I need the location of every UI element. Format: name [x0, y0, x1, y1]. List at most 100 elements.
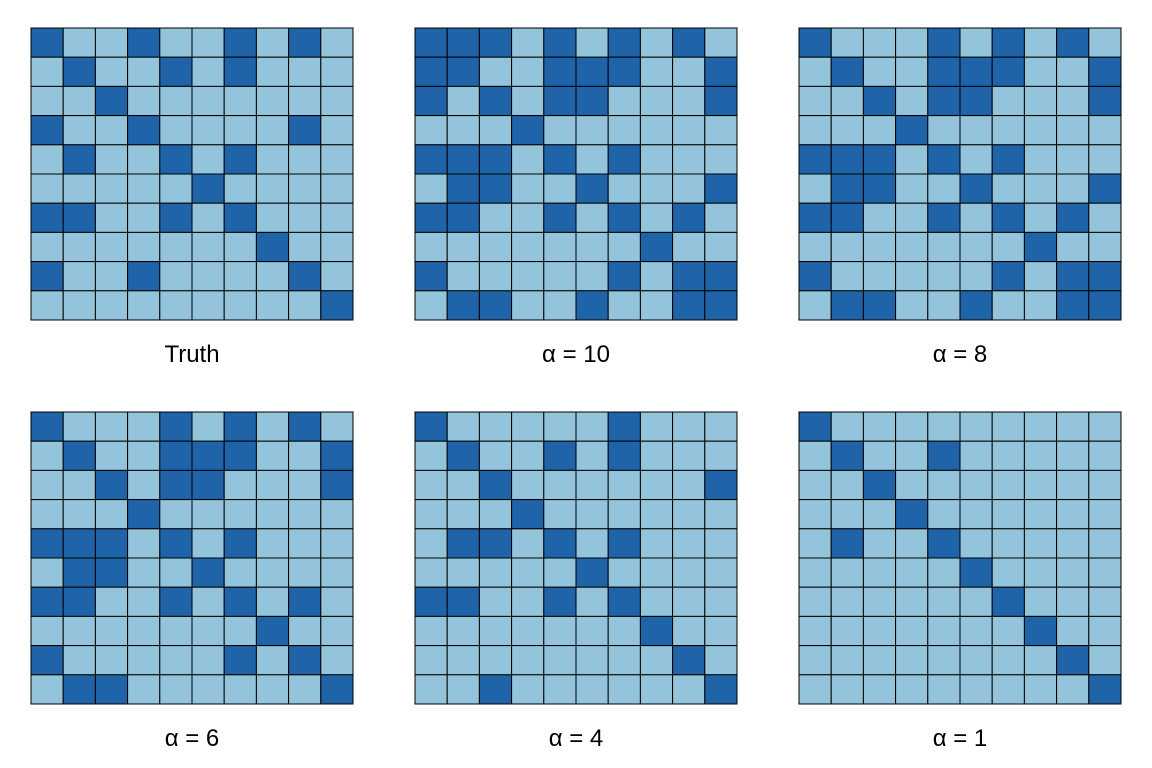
heatmap-cell-r5-c9	[672, 144, 706, 175]
heatmap-cell-r6-c1	[30, 557, 64, 588]
heatmap-cell-r4-c6	[191, 115, 225, 146]
heatmap-cell-r7-c6	[191, 586, 225, 617]
heatmap-cell-r9-c3	[862, 261, 897, 292]
heatmap-cell-r7-c1	[798, 202, 832, 233]
heatmap-cell-r8-c6	[959, 231, 993, 263]
heatmap-cell-r4-c7	[223, 115, 257, 146]
heatmap-cell-r6-c4	[127, 557, 161, 588]
heatmap-cell-r5-c7	[223, 144, 257, 175]
heatmap-cell-r6-c2	[830, 557, 864, 588]
heatmap-cell-r7-c3	[862, 202, 897, 233]
heatmap-cell-r8-c4	[511, 615, 545, 647]
heatmap-cell-r10-c7	[607, 290, 641, 321]
heatmap-cell-r2-c2	[446, 440, 480, 471]
heatmap-cell-r1-c1	[30, 411, 64, 442]
heatmap-cell-r9-c6	[575, 261, 609, 292]
heatmap-cell-r9-c8	[1023, 645, 1058, 676]
heatmap-cell-r7-c5	[927, 586, 961, 617]
heatmap-cell-r10-c8	[639, 290, 674, 321]
heatmap-cell-r4-c5	[927, 115, 961, 146]
heatmap-cell-r4-c7	[607, 115, 641, 146]
heatmap-cell-r2-c9	[1056, 440, 1090, 471]
heatmap-cell-r8-c10	[320, 615, 354, 647]
heatmap-cell-r9-c2	[830, 645, 864, 676]
heatmap-cell-r10-c7	[991, 674, 1025, 705]
heatmap-cell-r3-c6	[575, 85, 609, 117]
heatmap-cell-r7-c8	[639, 586, 674, 617]
heatmap-cell-r6-c8	[639, 173, 674, 204]
heatmap-cell-r4-c10	[1088, 115, 1122, 146]
heatmap-cell-r4-c5	[927, 499, 961, 530]
heatmap-cell-r10-c5	[927, 674, 961, 705]
heatmap-cell-r4-c8	[255, 499, 290, 530]
heatmap-cell-r9-c3	[94, 645, 129, 676]
heatmap-cell-r1-c8	[255, 411, 290, 442]
heatmap-cell-r6-c3	[478, 173, 513, 204]
heatmap-cell-r2-c2	[62, 440, 96, 471]
heatmap-cell-r7-c7	[991, 586, 1025, 617]
heatmap-cell-r2-c8	[1023, 56, 1058, 87]
heatmap-cell-r9-c6	[191, 645, 225, 676]
heatmap-cell-r9-c8	[639, 645, 674, 676]
heatmap-cell-r8-c8	[639, 231, 674, 263]
heatmap-cell-r1-c7	[991, 411, 1025, 442]
heatmap-cell-r10-c6	[575, 674, 609, 705]
heatmap-cell-r5-c2	[446, 144, 480, 175]
heatmap-cell-r4-c2	[830, 499, 864, 530]
heatmap-cell-r10-c4	[895, 290, 929, 321]
heatmap-cell-r8-c2	[830, 231, 864, 263]
heatmap-cell-r8-c6	[191, 231, 225, 263]
heatmap-cell-r5-c3	[862, 144, 897, 175]
heatmap-cell-r7-c1	[414, 202, 448, 233]
heatmap-cell-r10-c8	[1023, 674, 1058, 705]
heatmap-cell-r1-c5	[927, 27, 961, 58]
heatmap-cell-r9-c5	[927, 261, 961, 292]
heatmap-cell-r5-c9	[1056, 528, 1090, 559]
heatmap-cell-r1-c1	[414, 27, 448, 58]
heatmap-cell-r2-c4	[511, 56, 545, 87]
heatmap-cell-r10-c2	[446, 290, 480, 321]
heatmap-cell-r9-c4	[895, 261, 929, 292]
heatmap-cell-r3-c7	[607, 469, 641, 501]
heatmap-cell-r6-c5	[543, 557, 577, 588]
heatmap-cell-r6-c2	[62, 173, 96, 204]
heatmap-cell-r10-c3	[478, 290, 513, 321]
heatmap-cell-r3-c1	[414, 469, 448, 501]
heatmap-cell-r3-c7	[991, 469, 1025, 501]
heatmap-cell-r2-c1	[30, 440, 64, 471]
heatmap-cell-r6-c2	[446, 173, 480, 204]
heatmap-cell-r6-c9	[1056, 557, 1090, 588]
heatmap-cell-r7-c10	[320, 202, 354, 233]
heatmap-cell-r3-c9	[1056, 85, 1090, 117]
heatmap-cell-r4-c10	[1088, 499, 1122, 530]
heatmap-cell-r10-c9	[288, 674, 322, 705]
heatmap-cell-r3-c9	[1056, 469, 1090, 501]
heatmap-cell-r9-c7	[223, 645, 257, 676]
heatmap-cell-r2-c1	[798, 440, 832, 471]
heatmap-cell-r10-c2	[62, 674, 96, 705]
heatmap-cell-r1-c3	[94, 27, 129, 58]
heatmap-cell-r8-c3	[862, 231, 897, 263]
heatmap-cell-r3-c2	[62, 85, 96, 117]
heatmap-cell-r3-c7	[223, 469, 257, 501]
heatmap-cell-r1-c5	[159, 27, 193, 58]
heatmap-cell-r8-c1	[30, 615, 64, 647]
heatmap-cell-r2-c9	[288, 56, 322, 87]
heatmap-cell-r1-c7	[223, 411, 257, 442]
heatmap-cell-r2-c6	[191, 440, 225, 471]
heatmap-cell-r2-c1	[414, 56, 448, 87]
heatmap-cell-r8-c4	[895, 615, 929, 647]
heatmap-cell-r5-c8	[255, 144, 290, 175]
heatmap-cell-r6-c9	[672, 557, 706, 588]
heatmap-cell-r9-c4	[127, 261, 161, 292]
heatmap-cell-r4-c10	[704, 499, 738, 530]
heatmap-cell-r9-c1	[798, 261, 832, 292]
heatmap-cell-r7-c3	[94, 202, 129, 233]
heatmap-cell-r8-c10	[320, 231, 354, 263]
heatmap-cell-r3-c8	[255, 85, 290, 117]
heatmap-cell-r3-c5	[543, 469, 577, 501]
heatmap-cell-r6-c3	[94, 557, 129, 588]
heatmap-cell-r5-c5	[543, 144, 577, 175]
heatmap-cell-r6-c1	[30, 173, 64, 204]
heatmap-cell-r10-c10	[704, 674, 738, 705]
